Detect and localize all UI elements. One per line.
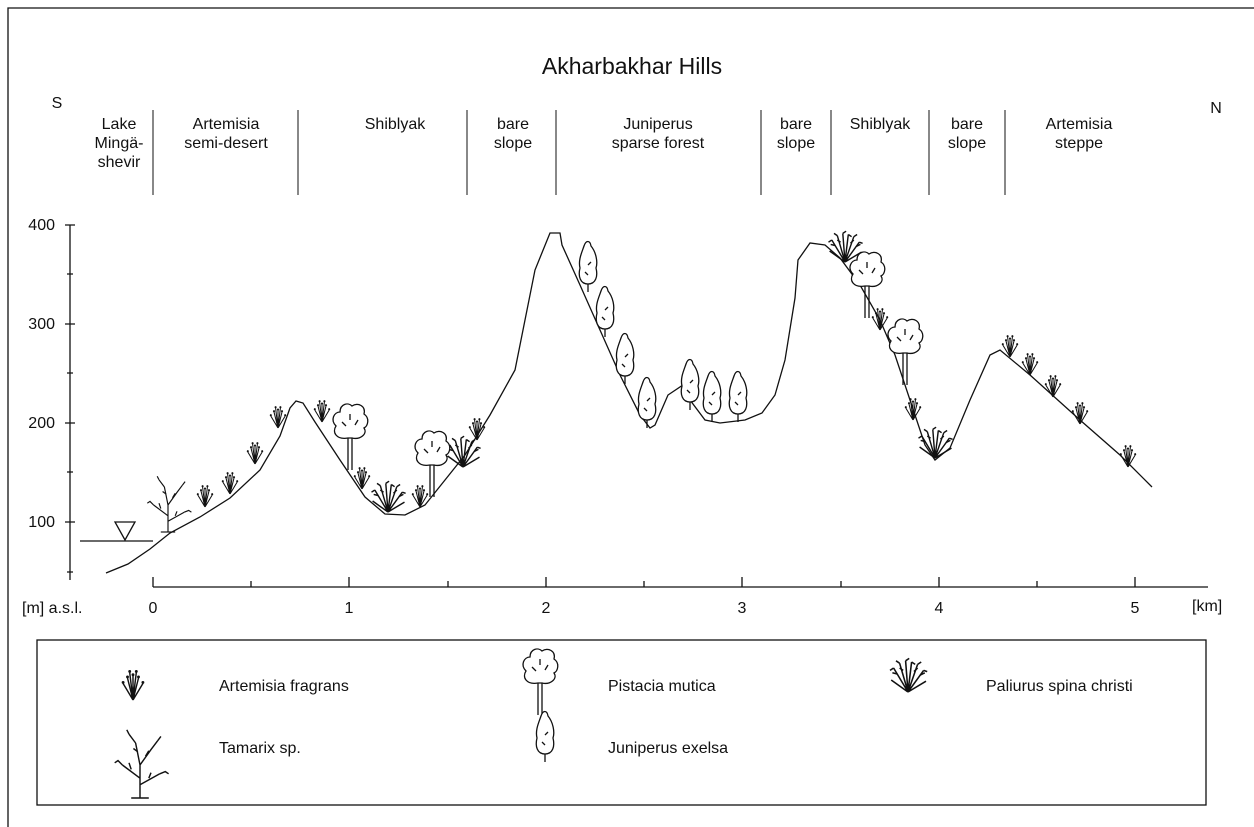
- x-tick-label: 2: [542, 600, 551, 617]
- y-tick-label: 200: [28, 415, 55, 432]
- plant-pal: [889, 657, 928, 693]
- x-unit: [km]: [1192, 598, 1222, 615]
- legend-label: Juniperus exelsa: [608, 740, 728, 757]
- legend-label: Paliurus spina christi: [986, 678, 1133, 695]
- plant-jun: [680, 358, 700, 411]
- y-unit: [m] a.s.l.: [22, 600, 82, 617]
- plant-art: [313, 399, 331, 423]
- x-tick-label: 1: [345, 600, 354, 617]
- plant-art: [246, 441, 264, 465]
- plant-pal: [445, 435, 482, 468]
- plant-art: [1119, 444, 1137, 468]
- zones: Lake Mingä-shevir Artemisia semi-desert Shib…: [95, 110, 1113, 195]
- x-tick-label: 0: [149, 600, 158, 617]
- plant-jun: [728, 370, 748, 423]
- y-tick-label: 100: [28, 514, 55, 531]
- zone-label: Shiblyak: [365, 116, 426, 133]
- plant-art: [871, 307, 889, 331]
- legend-label: Tamarix sp.: [219, 740, 301, 757]
- plant-art: [120, 669, 146, 701]
- zone-label: Artemisia: [1046, 116, 1113, 133]
- plant-pis: [332, 403, 369, 471]
- x-tick-label: 5: [1131, 600, 1140, 617]
- plant-pis: [849, 251, 886, 319]
- x-axis: [152, 577, 1208, 588]
- legend: Artemisia fragrans Pistacia mutica Paliuru…: [113, 648, 1133, 799]
- plant-tam: [113, 729, 170, 799]
- plant-art: [468, 417, 486, 441]
- plant-pis: [887, 318, 924, 386]
- water-level: [80, 521, 153, 542]
- zone-label: semi-desert: [184, 135, 268, 152]
- plant-jun: [702, 370, 722, 423]
- plant-art: [904, 397, 922, 421]
- zone-label: Shiblyak: [850, 116, 911, 133]
- y-tick-label: 300: [28, 316, 55, 333]
- plant-jun: [637, 376, 657, 429]
- plant-jun: [615, 332, 635, 385]
- zone-label: Mingä-: [95, 135, 144, 152]
- zone-label: bare: [780, 116, 812, 133]
- plant-art: [353, 466, 371, 490]
- zone-label: slope: [777, 135, 815, 152]
- plant-jun: [535, 710, 555, 763]
- x-tick-label: 4: [935, 600, 944, 617]
- y-tick-label: 400: [28, 217, 55, 234]
- title: Akharbakhar Hills: [542, 53, 722, 79]
- plant-jun: [595, 285, 615, 338]
- terrain-profile: [105, 232, 1153, 574]
- plant-art: [1021, 352, 1039, 376]
- plant-pis: [414, 430, 451, 498]
- direction-south: S: [52, 95, 63, 112]
- plant-art: [196, 484, 214, 508]
- zone-label: steppe: [1055, 135, 1103, 152]
- zone-label: Lake: [102, 116, 137, 133]
- y-axis: [65, 224, 75, 580]
- zone-label: slope: [948, 135, 986, 152]
- zone-label: bare: [951, 116, 983, 133]
- frame: [7, 7, 1254, 827]
- plant-pis: [522, 648, 559, 716]
- x-tick-label: 3: [738, 600, 747, 617]
- zone-label: bare: [497, 116, 529, 133]
- vegetation: [146, 230, 1137, 533]
- legend-label: Pistacia mutica: [608, 678, 716, 695]
- direction-north: N: [1210, 100, 1222, 117]
- plant-tam: [146, 475, 192, 533]
- zone-label: shevir: [98, 154, 141, 171]
- plant-art: [1044, 374, 1062, 398]
- plant-art: [1071, 401, 1089, 425]
- zone-label: slope: [494, 135, 532, 152]
- plant-art: [221, 471, 239, 495]
- zone-label: Juniperus: [623, 116, 692, 133]
- legend-label: Artemisia fragrans: [219, 678, 349, 695]
- zone-label: Artemisia: [193, 116, 260, 133]
- zone-label: sparse forest: [612, 135, 705, 152]
- plant-jun: [578, 240, 598, 293]
- legend-box: [36, 639, 1207, 806]
